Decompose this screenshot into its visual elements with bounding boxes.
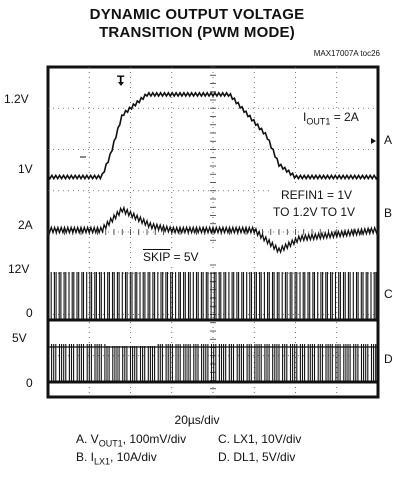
ann-bg <box>272 186 376 220</box>
figure-code: MAX17007A toc26 <box>313 49 380 58</box>
legend-entry-c: C. LX1, 10V/div <box>218 432 302 446</box>
y-tick-label: 1.2V <box>4 92 29 106</box>
legend-entry-a: A. VOUT1, 100mV/div <box>76 432 186 448</box>
ann-bg <box>141 248 229 264</box>
chart-title: DYNAMIC OUTPUT VOLTAGE <box>89 6 305 23</box>
traces <box>47 91 379 384</box>
trace-d-dl1 <box>47 344 377 382</box>
skip-symbol: SKIP <box>143 250 171 264</box>
legend-a-post: , 100mV/div <box>122 432 187 446</box>
y-tick-label: 0 <box>26 376 33 390</box>
legend-a-sub: OUT1 <box>98 438 123 449</box>
refin-annotation-line2: TO 1.2V TO 1V <box>273 205 356 219</box>
y-tick-label: 2A <box>18 218 33 232</box>
channel-marker-c: C <box>384 287 393 301</box>
legend-b-pre: B. I <box>76 450 95 464</box>
channel-a-pointer-icon <box>371 138 376 144</box>
y-tick-label: 0 <box>26 306 33 320</box>
y-tick-label: 1V <box>18 162 33 176</box>
y-tick-label: 12V <box>8 262 30 276</box>
legend-b-post: , 10A/div <box>110 450 157 464</box>
channel-marker-d: D <box>384 352 393 366</box>
skip-annotation: SKIP = 5V <box>143 250 199 264</box>
oscilloscope-screen: T <box>46 65 380 399</box>
trace-b-ilx1 <box>47 205 379 255</box>
iout-value: = 2A <box>330 110 359 124</box>
legend-entry-d: D. DL1, 5V/div <box>218 450 296 464</box>
trace-c-lx1 <box>47 272 377 320</box>
iout-symbol: I <box>303 110 307 124</box>
ann-bg <box>283 111 373 125</box>
legend-b-sub: LX1 <box>94 456 111 467</box>
trigger-arrow-icon <box>118 82 124 86</box>
iout-subscript: OUT1 <box>306 116 331 127</box>
iout-annotation: IOUT1 = 2A <box>303 110 359 126</box>
legend-entry-b: B. ILX1, 10A/div <box>76 450 157 466</box>
legend-a-pre: A. V <box>76 432 99 446</box>
trace-a-vout1 <box>47 91 379 181</box>
trigger-t-icon: T <box>117 73 125 87</box>
chart-subtitle: TRANSITION (PWM MODE) <box>99 24 295 41</box>
refin-annotation-line1: REFIN1 = 1V <box>281 188 353 202</box>
y-tick-label: 5V <box>12 331 27 345</box>
trigger-marker: T <box>117 73 125 87</box>
channel-marker-b: B <box>384 206 393 220</box>
channel-marker-a: A <box>384 133 393 147</box>
skip-value: = 5V <box>170 250 199 264</box>
x-axis-label: 20µs/div <box>174 413 220 427</box>
